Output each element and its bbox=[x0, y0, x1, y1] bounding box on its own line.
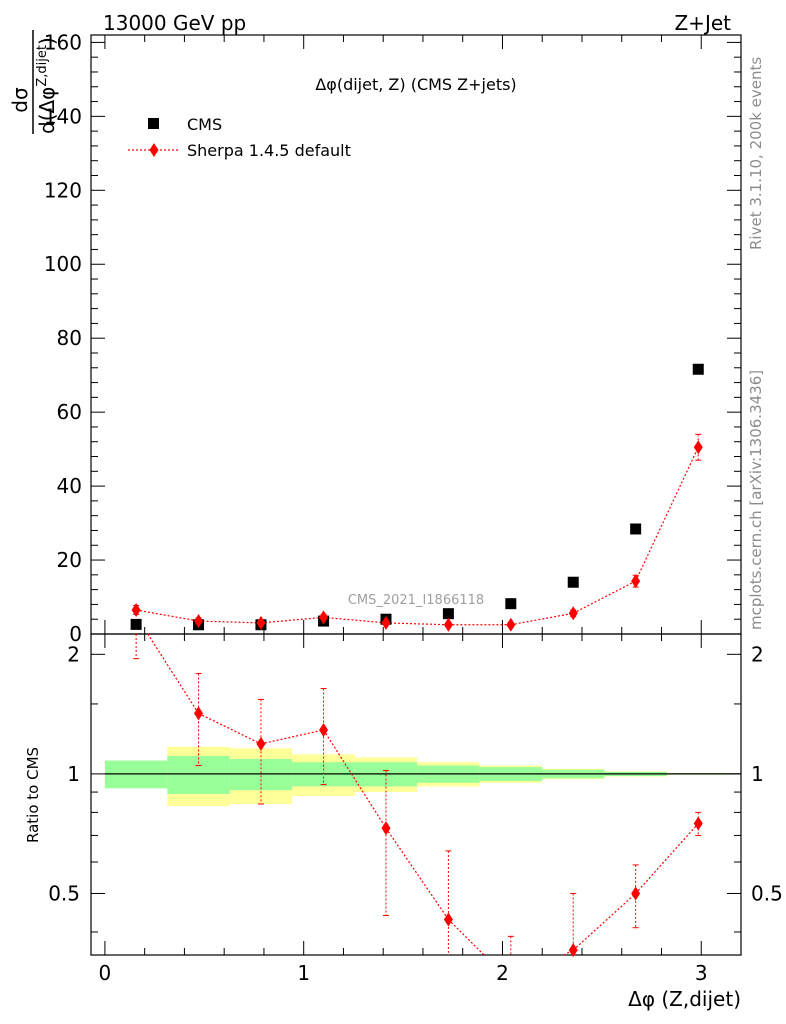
ratio-panel: 0.5 0.5 1 1 2 2 0 1 2 3 bbox=[48, 633, 783, 985]
legend-cms-marker bbox=[148, 118, 159, 129]
ratio-line-segment bbox=[260, 729, 324, 745]
ratio-line-segment bbox=[385, 827, 449, 920]
ratio-point bbox=[256, 736, 266, 751]
energy-label: 13000 GeV pp bbox=[103, 11, 246, 35]
mc-point bbox=[443, 617, 453, 632]
mc-point bbox=[131, 602, 141, 617]
ratio-line-segment bbox=[572, 893, 637, 951]
ratio-ytick-label-right: 2 bbox=[751, 642, 764, 666]
cms-point bbox=[130, 618, 142, 630]
side-mcplots-label: mcplots.cern.ch [arXiv:1306.3436] bbox=[747, 370, 765, 630]
mc-line-segment bbox=[510, 612, 574, 626]
ratio-frame bbox=[90, 633, 742, 956]
cms-point bbox=[630, 523, 642, 535]
y-main-denominator: d(ΔφZ,dijet) bbox=[35, 37, 59, 134]
ratio-point bbox=[443, 912, 453, 927]
ratio-line-segment bbox=[323, 729, 387, 829]
main-ytick-label: 20 bbox=[57, 548, 82, 572]
ratio-point bbox=[568, 943, 578, 958]
ratio-ytick-label: 1 bbox=[67, 762, 80, 786]
ratio-ytick-label: 2 bbox=[67, 642, 80, 666]
main-ytick-label: 80 bbox=[57, 326, 82, 350]
legend-sherpa-marker bbox=[149, 143, 159, 157]
mc-line-segment bbox=[198, 620, 261, 624]
process-label: Z+Jet bbox=[674, 11, 731, 35]
mc-point bbox=[381, 615, 391, 630]
legend: CMS Sherpa 1.4.5 default bbox=[128, 115, 351, 160]
ratio-point bbox=[631, 886, 641, 901]
plot-title: Δφ(dijet, Z) (CMS Z+jets) bbox=[315, 75, 516, 94]
mc-point bbox=[506, 617, 516, 632]
mc-line-segment bbox=[260, 616, 324, 624]
cms-point bbox=[692, 363, 704, 375]
ratio-line-segment bbox=[447, 919, 485, 956]
y-ratio-title: Ratio to CMS bbox=[24, 747, 42, 843]
analysis-watermark: CMS_2021_I1866118 bbox=[348, 593, 484, 608]
main-ytick-label: 0 bbox=[69, 622, 82, 646]
cms-point bbox=[505, 598, 517, 610]
mc-point bbox=[256, 615, 266, 630]
x-tick-label: 2 bbox=[496, 961, 509, 985]
ratio-line-segment bbox=[147, 633, 200, 714]
mc-line-segment bbox=[572, 580, 636, 614]
y-main-numerator: dσ bbox=[8, 87, 32, 113]
ratio-point bbox=[381, 821, 391, 836]
mc-point bbox=[319, 610, 329, 625]
x-tick-label: 0 bbox=[99, 961, 112, 985]
main-ytick-label: 140 bbox=[44, 104, 82, 128]
ratio-point bbox=[693, 816, 703, 831]
cms-point bbox=[567, 576, 579, 588]
main-ytick-label: 120 bbox=[44, 178, 82, 202]
main-ytick-label: 100 bbox=[44, 252, 82, 276]
legend-sherpa-label: Sherpa 1.4.5 default bbox=[187, 141, 351, 160]
mc-point bbox=[194, 614, 204, 629]
mc-line-segment bbox=[385, 622, 449, 626]
mc-line-segment bbox=[323, 616, 387, 624]
mc-point bbox=[693, 440, 703, 455]
ratio-point bbox=[194, 706, 204, 721]
side-rivet-label: Rivet 3.1.10, 200k events bbox=[747, 57, 765, 250]
x-tick-label: 1 bbox=[297, 961, 310, 985]
ratio-point bbox=[319, 722, 329, 737]
ratio-ytick-label: 0.5 bbox=[48, 881, 80, 905]
main-ytick-label: 40 bbox=[57, 474, 82, 498]
ratio-line-segment bbox=[198, 712, 262, 745]
ratio-line-segment bbox=[635, 823, 699, 894]
mc-point bbox=[568, 606, 578, 621]
legend-cms-label: CMS bbox=[187, 115, 222, 134]
mc-line-segment bbox=[136, 609, 199, 622]
cms-point bbox=[442, 608, 454, 620]
y-main-title: dσ d(ΔφZ,dijet) bbox=[8, 30, 59, 134]
x-axis-title: Δφ (Z,dijet) bbox=[628, 987, 741, 1011]
mc-line-segment bbox=[635, 447, 699, 582]
x-tick-label: 3 bbox=[695, 961, 708, 985]
main-ytick-label: 160 bbox=[44, 30, 82, 54]
ratio-ytick-label-right: 1 bbox=[751, 762, 764, 786]
ratio-ytick-label-right: 0.5 bbox=[751, 881, 783, 905]
mc-point bbox=[631, 574, 641, 589]
main-ytick-label: 60 bbox=[57, 400, 82, 424]
